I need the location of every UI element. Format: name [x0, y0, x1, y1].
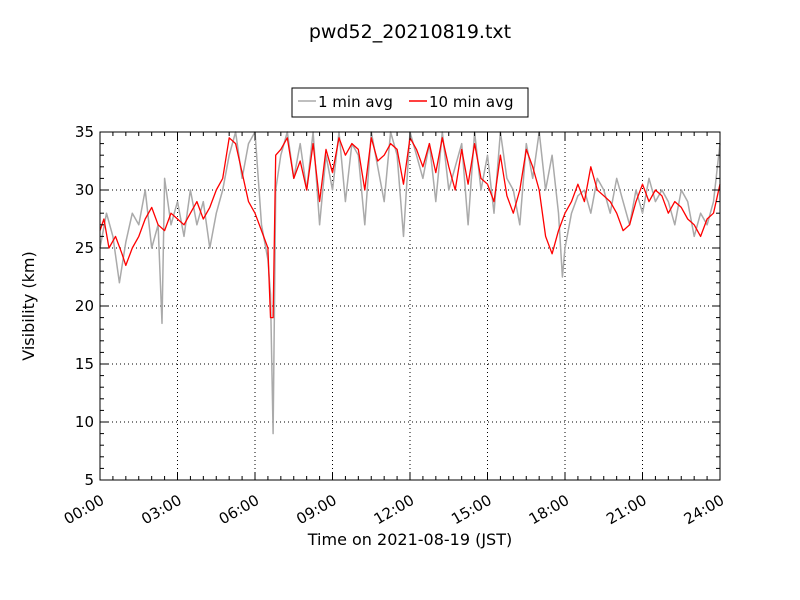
- series-layer: [99, 131, 721, 435]
- y-tick-label: 5: [84, 471, 94, 489]
- y-tick-label: 15: [75, 355, 94, 373]
- legend-label-10min: 10 min avg: [429, 93, 514, 111]
- axis-ticks: [99, 131, 721, 481]
- series-line-1min: [99, 131, 721, 435]
- legend-box: [291, 87, 529, 118]
- series-line-10min: [99, 137, 721, 319]
- x-axis-label: Time on 2021-08-19 (JST): [307, 530, 512, 549]
- gridlines: [100, 132, 720, 480]
- legend: 1 min avg 10 min avg: [291, 87, 529, 118]
- y-tick-label: 25: [75, 239, 94, 257]
- chart-title: pwd52_20210819.txt: [309, 21, 511, 43]
- y-tick-label: 30: [75, 181, 94, 199]
- y-tick-label: 20: [75, 297, 94, 315]
- y-tick-label: 35: [75, 123, 94, 141]
- y-tick-label: 10: [75, 413, 94, 431]
- legend-label-1min: 1 min avg: [318, 93, 393, 111]
- y-axis-label: Visibility (km): [19, 251, 38, 360]
